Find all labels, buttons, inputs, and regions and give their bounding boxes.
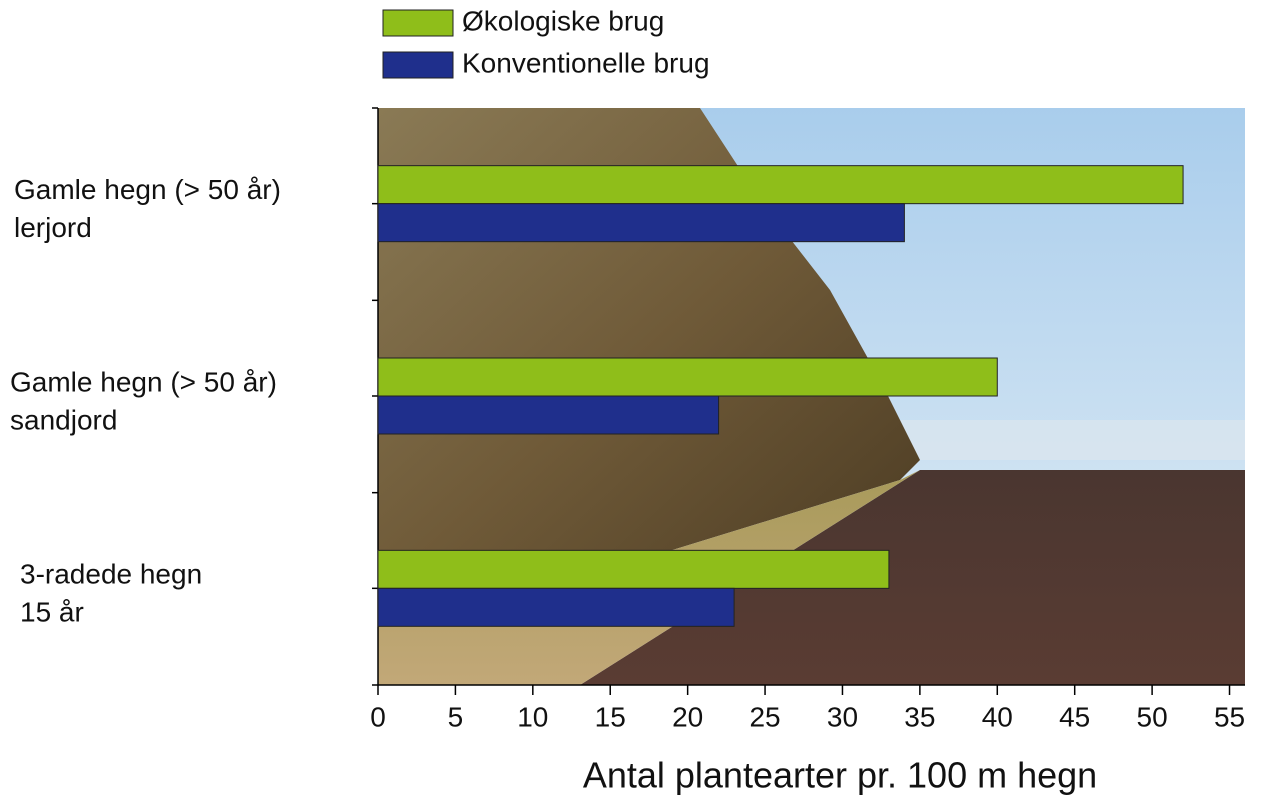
- x-tick-label: 45: [1059, 701, 1090, 732]
- x-tick-label: 50: [1137, 701, 1168, 732]
- legend-label: Økologiske brug: [462, 5, 664, 36]
- legend-label: Konventionelle brug: [462, 47, 710, 78]
- x-tick-label: 0: [370, 701, 386, 732]
- bar: [377, 357, 998, 397]
- bar: [377, 549, 890, 589]
- x-tick-label: 10: [517, 701, 548, 732]
- bar: [377, 203, 905, 243]
- legend-swatch: [382, 51, 454, 79]
- y-tick-label: lerjord: [14, 212, 92, 243]
- x-tick-label: 15: [595, 701, 626, 732]
- x-tick-label: 35: [904, 701, 935, 732]
- y-tick-label: Gamle hegn (> 50 år): [14, 174, 281, 205]
- x-tick-label: 40: [982, 701, 1013, 732]
- x-tick-label: 5: [448, 701, 464, 732]
- x-axis-title: Antal plantearter pr. 100 m hegn: [583, 755, 1097, 796]
- y-tick-label: Gamle hegn (> 50 år): [10, 366, 277, 397]
- x-tick-label: 25: [749, 701, 780, 732]
- x-tick-label: 55: [1214, 701, 1245, 732]
- bar: [377, 165, 1184, 205]
- bar: [377, 395, 720, 435]
- y-tick-label: 3-radede hegn: [20, 559, 202, 590]
- bar: [377, 587, 735, 627]
- y-tick-label: 15 år: [20, 597, 84, 628]
- y-tick-label: sandjord: [10, 404, 117, 435]
- x-tick-label: 20: [672, 701, 703, 732]
- x-tick-label: 30: [827, 701, 858, 732]
- legend-swatch: [382, 9, 454, 37]
